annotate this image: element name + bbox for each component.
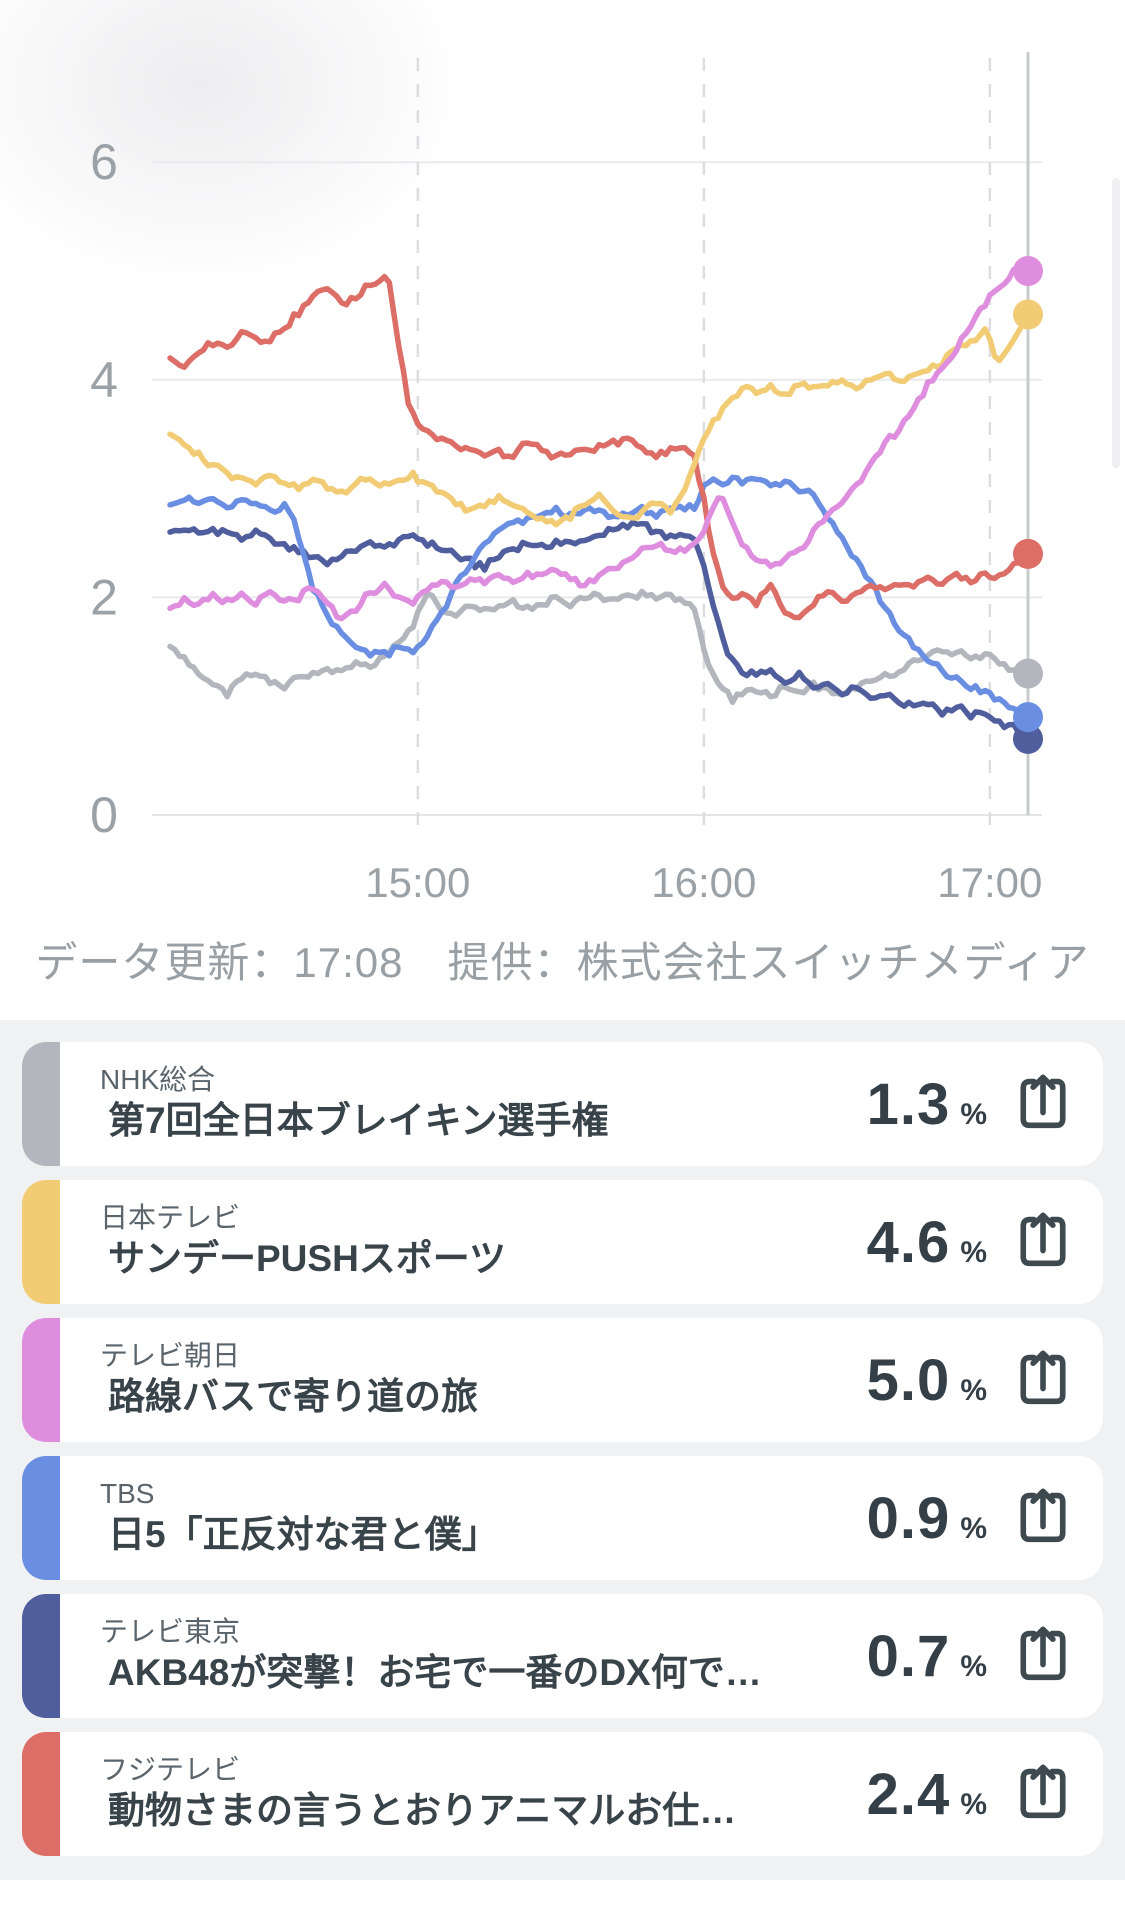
rating-value: 0.7 — [866, 1623, 951, 1689]
channel-color-stripe — [22, 1042, 60, 1166]
program-card[interactable]: テレビ朝日 路線バスで寄り道の旅 5.0% — [22, 1318, 1103, 1442]
y-axis-tick-label: 4 — [90, 352, 118, 408]
rating-unit: % — [960, 1373, 987, 1407]
rating: 2.4% — [867, 1761, 987, 1828]
channel-color-stripe — [22, 1594, 60, 1718]
program-card[interactable]: NHK総合 第7回全日本ブレイキン選手権 1.3% — [22, 1042, 1103, 1166]
program-info: 日本テレビサンデーPUSHスポーツ — [60, 1204, 863, 1280]
channel-name: フジテレビ — [100, 1754, 241, 1786]
series-end-dot — [1013, 723, 1043, 754]
program-title: 動物さまの言うとおりアニマルお仕… — [108, 1791, 737, 1832]
channel-name: TBS — [100, 1478, 155, 1510]
rating-value: 0.9 — [866, 1485, 951, 1551]
program-title: 日5「正反対な君と僕」 — [108, 1515, 499, 1556]
share-button[interactable] — [1011, 1762, 1075, 1826]
series-line — [167, 519, 1031, 742]
rating-unit: % — [960, 1511, 987, 1545]
rating: 0.7% — [867, 1623, 987, 1690]
program-info: テレビ東京 AKB48が突撃！お宅で一番のDX何で… — [60, 1618, 863, 1694]
ratings-line-chart: 0 2 4 6 15:00 16:00 17:00 — [90, 52, 1043, 906]
share-icon — [1020, 1350, 1066, 1405]
channel-name: NHK総合 — [100, 1064, 216, 1096]
x-axis-tick-label: 16:00 — [651, 859, 756, 906]
program-title: AKB48が突撃！お宅で一番のDX何で… — [108, 1653, 762, 1694]
program-info: NHK総合第7回全日本ブレイキン選手権 — [60, 1066, 863, 1142]
series-end-dot — [1013, 702, 1043, 733]
program-info: テレビ朝日路線バスで寄り道の旅 — [60, 1342, 863, 1418]
series-line — [167, 588, 1031, 706]
series-line — [167, 266, 1031, 622]
series-end-dot — [1013, 299, 1043, 330]
program-title: 路線バスで寄り道の旅 — [108, 1377, 478, 1418]
share-icon — [1020, 1764, 1066, 1819]
program-info: フジテレビ動物さまの言うとおりアニマルお仕… — [60, 1756, 863, 1832]
channel-name: テレビ東京 — [100, 1616, 241, 1648]
y-axis-tick-label: 6 — [90, 134, 118, 190]
channel-color-stripe — [22, 1318, 60, 1442]
channel-color-stripe — [22, 1456, 60, 1580]
share-icon — [1020, 1074, 1066, 1129]
share-button[interactable] — [1011, 1210, 1075, 1274]
provider-label: 提供：株式会社スイッチメディア — [447, 938, 1090, 986]
channel-color-stripe — [22, 1732, 60, 1856]
rating: 5.0% — [867, 1347, 987, 1414]
channel-color-stripe — [22, 1180, 60, 1304]
program-info: TBS 日5「正反対な君と僕」 — [60, 1480, 863, 1556]
rating-unit: % — [960, 1787, 987, 1821]
share-icon — [1020, 1626, 1066, 1681]
series-end-dot — [1013, 538, 1043, 569]
share-button[interactable] — [1011, 1072, 1075, 1136]
series-end-dot — [1013, 256, 1043, 286]
rating: 1.3% — [867, 1071, 987, 1138]
rating-unit: % — [960, 1649, 987, 1683]
program-card[interactable]: TBS 日5「正反対な君と僕」 0.9% — [22, 1456, 1103, 1580]
rating-value: 1.3 — [866, 1071, 951, 1137]
rating: 4.6% — [867, 1209, 987, 1276]
share-icon — [1020, 1488, 1066, 1543]
y-axis-tick-label: 2 — [90, 569, 118, 625]
rating-value: 5.0 — [866, 1347, 951, 1413]
rating-value: 2.4 — [866, 1761, 951, 1827]
series-line — [167, 273, 1031, 621]
channel-name: 日本テレビ — [100, 1202, 241, 1234]
share-icon — [1020, 1212, 1066, 1267]
channel-name: テレビ朝日 — [100, 1340, 241, 1372]
program-card[interactable]: テレビ東京 AKB48が突撃！お宅で一番のDX何で… 0.7% — [22, 1594, 1103, 1718]
share-button[interactable] — [1011, 1624, 1075, 1688]
series-end-dot — [1013, 658, 1043, 689]
chart-footer: データ更新：17:08 提供：株式会社スイッチメディア — [0, 926, 1125, 992]
program-list: NHK総合 第7回全日本ブレイキン選手権 1.3% 日本テレビ サンデーPUSHスポーツ… — [0, 1020, 1125, 1880]
program-title: サンデーPUSHスポーツ — [108, 1239, 507, 1280]
x-axis-tick-label: 15:00 — [365, 859, 470, 906]
program-title: 第7回全日本ブレイキン選手権 — [108, 1101, 609, 1142]
share-button[interactable] — [1011, 1486, 1075, 1550]
rating-unit: % — [960, 1235, 987, 1269]
program-card[interactable]: 日本テレビ サンデーPUSHスポーツ 4.6% — [22, 1180, 1103, 1304]
program-card[interactable]: フジテレビ 動物さまの言うとおりアニマルお仕… 2.4% — [22, 1732, 1103, 1856]
rating: 0.9% — [867, 1485, 987, 1552]
x-axis-tick-label: 17:00 — [937, 859, 1042, 906]
scrollbar-thumb[interactable] — [1112, 178, 1120, 468]
data-updated-label: データ更新：17:08 — [35, 938, 404, 986]
y-axis-tick-label: 0 — [90, 787, 118, 843]
share-button[interactable] — [1011, 1348, 1075, 1412]
series-line — [167, 311, 1031, 528]
rating-unit: % — [960, 1097, 987, 1131]
rating-value: 4.6 — [866, 1209, 951, 1275]
